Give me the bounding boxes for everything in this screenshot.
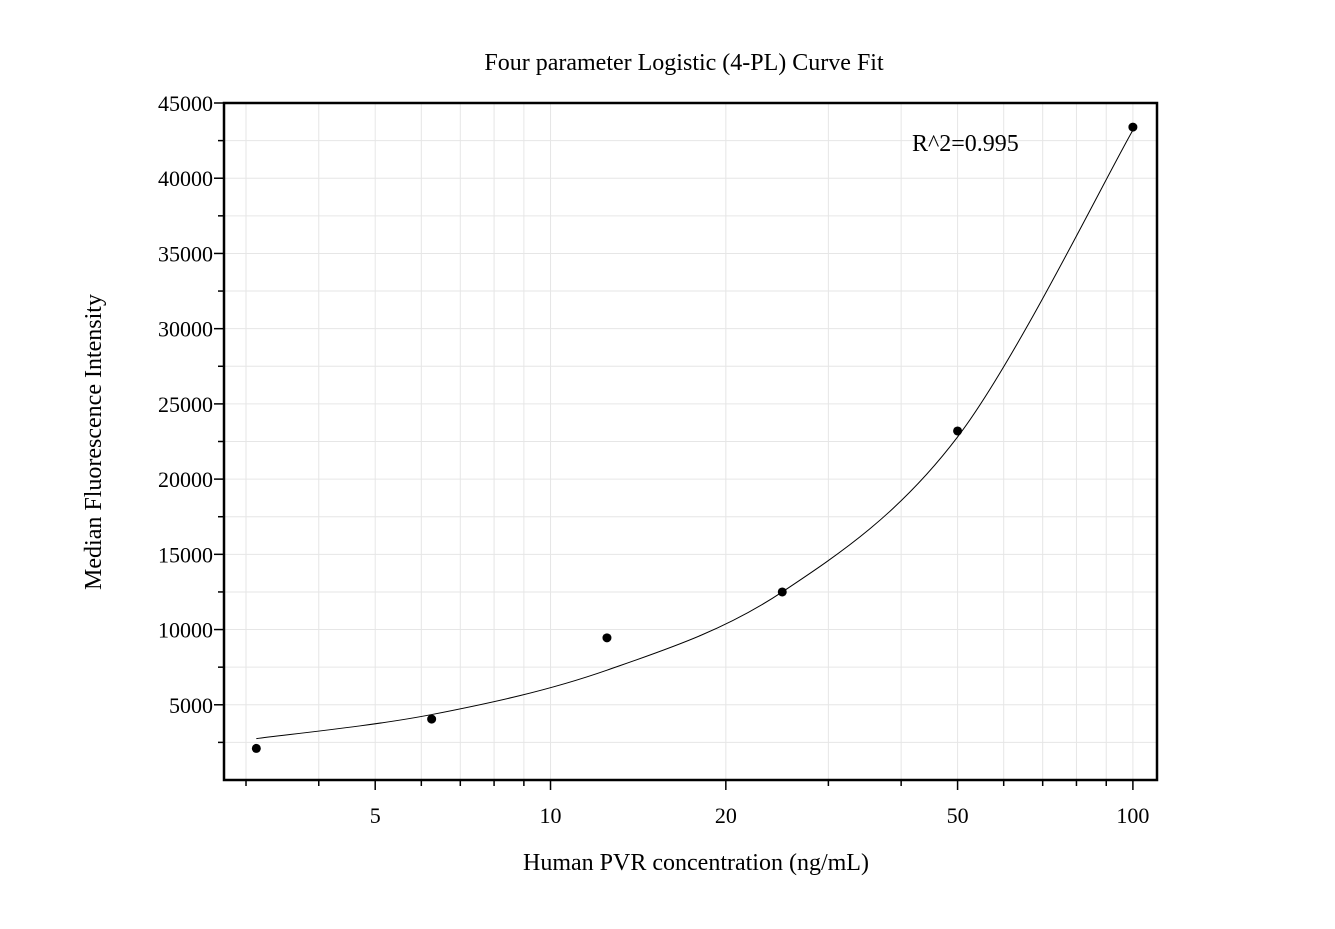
y-tick-label: 40000 xyxy=(158,166,213,191)
y-axis-label: Median Fluorescence Intensity xyxy=(81,294,107,590)
x-axis-label: Human PVR concentration (ng/mL) xyxy=(523,850,869,876)
r-squared-annotation: R^2=0.995 xyxy=(912,131,1019,157)
y-tick-label: 35000 xyxy=(158,241,213,266)
data-points xyxy=(251,122,1138,753)
data-point xyxy=(777,587,787,597)
chart-title: Four parameter Logistic (4-PL) Curve Fit xyxy=(484,50,884,76)
y-tick-label: 5000 xyxy=(169,693,213,718)
data-point xyxy=(427,714,437,724)
tick-labels: 5 10 20 50 100 5000 10000 15000 20000 25000 30000 3… xyxy=(158,91,1149,828)
y-tick-label: 15000 xyxy=(158,542,213,567)
x-tick-label: 50 xyxy=(947,803,969,828)
fit-curve xyxy=(256,129,1134,740)
y-tick-label: 10000 xyxy=(158,618,213,643)
data-point xyxy=(602,633,612,643)
x-tick-label: 100 xyxy=(1116,803,1149,828)
axis-ticks xyxy=(214,102,1134,790)
grid-lines xyxy=(224,103,1157,780)
x-tick-label: 10 xyxy=(540,803,562,828)
y-tick-label: 45000 xyxy=(158,91,213,116)
y-tick-label: 20000 xyxy=(158,467,213,492)
y-tick-label: 30000 xyxy=(158,317,213,342)
data-point xyxy=(1128,122,1138,132)
data-point xyxy=(953,426,963,436)
plot-frame xyxy=(222,101,1159,782)
x-tick-label: 5 xyxy=(370,803,381,828)
data-point xyxy=(251,743,261,753)
x-tick-label: 20 xyxy=(715,803,737,828)
y-tick-label: 25000 xyxy=(158,392,213,417)
